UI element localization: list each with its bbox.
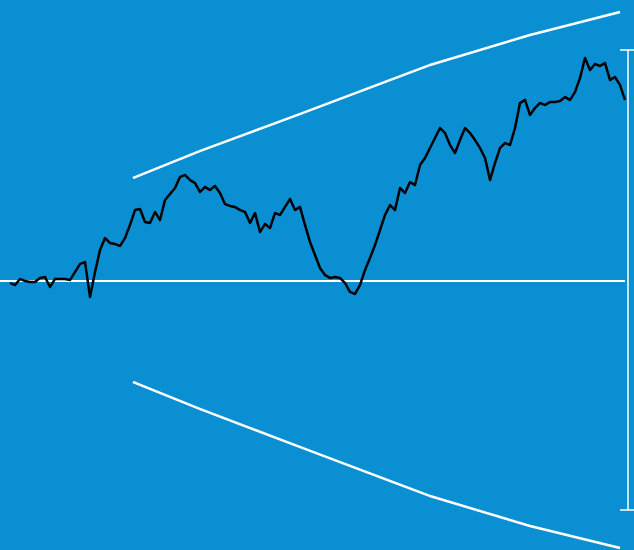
- envelope-line: [132, 380, 621, 550]
- envelope-line: [132, 10, 621, 180]
- range-bracket: [620, 49, 634, 511]
- data-line: [9, 56, 627, 299]
